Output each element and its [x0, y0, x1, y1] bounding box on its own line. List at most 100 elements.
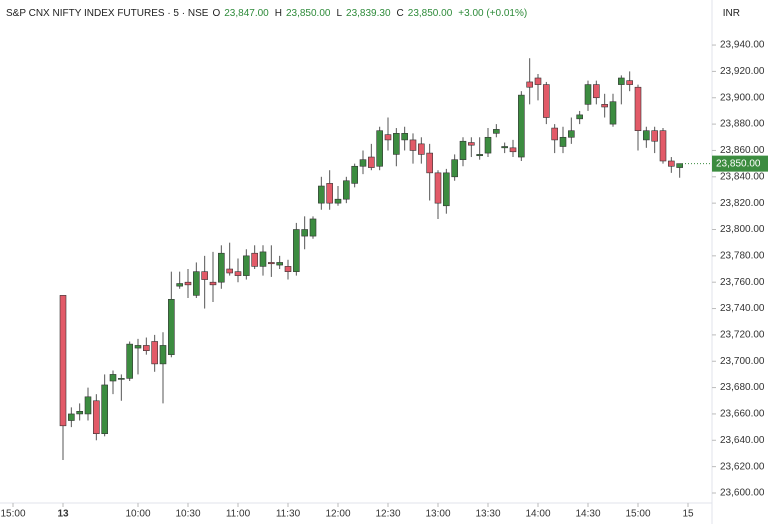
- y-tick-label: 23,600.00: [720, 488, 765, 499]
- x-tick-label: 10:30: [175, 509, 200, 520]
- x-tick-label: 13:30: [475, 509, 500, 520]
- x-tick-label: 14:30: [575, 509, 600, 520]
- y-tick-label: 23,800.00: [720, 224, 765, 235]
- candle-body: [101, 384, 108, 435]
- candle-body: [276, 262, 283, 266]
- candle-body: [368, 156, 375, 168]
- candle-body: [351, 165, 358, 184]
- y-tick-label: 23,660.00: [720, 409, 765, 420]
- candle-body: [376, 130, 383, 167]
- candle-body: [193, 271, 200, 296]
- candle-body: [268, 262, 275, 265]
- x-tick-label: 13:00: [425, 509, 450, 520]
- candle-body: [484, 136, 492, 154]
- candle-body: [159, 345, 167, 365]
- candle-body: [243, 255, 250, 276]
- ohlc-value: 23,850.00: [285, 8, 331, 19]
- candle-body: [359, 159, 367, 167]
- candle-body: [201, 271, 208, 280]
- candle-body: [559, 136, 567, 147]
- candle-body: [659, 130, 667, 162]
- x-tick-label: 15:00: [0, 509, 25, 520]
- candle-body: [401, 133, 408, 141]
- y-tick-label: 23,880.00: [720, 119, 765, 130]
- ohlc-key: C: [396, 8, 404, 19]
- candle-body: [184, 281, 192, 286]
- candle-body: [526, 81, 533, 88]
- candle-body: [326, 183, 333, 204]
- candle-body: [518, 94, 525, 158]
- candle-body: [59, 295, 67, 427]
- candle-body: [393, 133, 400, 155]
- candle-body: [293, 229, 300, 272]
- candle-body: [609, 101, 617, 125]
- candle-body: [426, 152, 433, 174]
- candle-body: [651, 130, 658, 142]
- symbol-title: S&P CNX NIFTY INDEX FUTURES · 5 · NSE: [6, 8, 209, 19]
- candle-body: [118, 378, 125, 380]
- candle-body: [334, 198, 342, 204]
- candle-body: [218, 252, 225, 283]
- currency[interactable]: INR: [722, 8, 740, 19]
- candle-body: [343, 180, 350, 200]
- candle-body: [176, 283, 183, 287]
- candle-body: [284, 266, 292, 272]
- change: +3.00 (+0.01%): [458, 8, 528, 19]
- x-tick-label: 14:00: [525, 509, 550, 520]
- candle-body: [384, 134, 392, 141]
- y-tick-label: 23,860.00: [720, 145, 765, 156]
- candle-body: [318, 185, 325, 204]
- candle-body: [643, 130, 650, 141]
- candle-body: [551, 127, 558, 141]
- y-tick-label: 23,900.00: [720, 92, 765, 103]
- x-tick-label: 15:00: [625, 509, 650, 520]
- x-tick-label: 13: [57, 509, 69, 520]
- candle-body: [209, 281, 217, 286]
- candle-body: [76, 411, 83, 415]
- candle-body: [68, 413, 75, 421]
- candle-body: [676, 163, 683, 168]
- candle-body: [301, 229, 308, 237]
- y-tick-label: 23,680.00: [720, 382, 765, 393]
- candle-body: [618, 77, 625, 85]
- y-tick-label: 23,740.00: [720, 303, 765, 314]
- candle-body: [143, 345, 150, 352]
- ohlc-value: 23,850.00: [407, 8, 453, 19]
- x-tick-label: 10:00: [125, 509, 150, 520]
- y-tick-label: 23,640.00: [720, 435, 765, 446]
- candle-body: [459, 140, 467, 160]
- candle-body: [501, 146, 508, 149]
- y-tick-label: 23,940.00: [720, 40, 765, 51]
- ohlc-value: 23,839.30: [346, 8, 391, 19]
- y-tick-label: 23,840.00: [720, 171, 765, 182]
- ohlc-value: 23,847.00: [224, 8, 269, 19]
- x-tick-label: 11:00: [226, 509, 251, 520]
- candle-body: [593, 84, 600, 99]
- last-price-box: [712, 155, 768, 172]
- candle-body: [576, 114, 583, 120]
- candle-body: [443, 172, 450, 207]
- y-tick-label: 23,920.00: [720, 66, 765, 77]
- ohlc-key: L: [336, 8, 343, 19]
- candle-body: [476, 154, 483, 157]
- candle-body: [409, 139, 417, 151]
- candle-body: [509, 147, 517, 153]
- candle-body: [418, 143, 425, 155]
- y-tick-label: 23,720.00: [720, 330, 765, 341]
- candle-body: [226, 268, 233, 274]
- candle-body: [468, 142, 475, 146]
- candle-body: [568, 130, 575, 138]
- candle-body: [259, 251, 267, 267]
- candle-body: [126, 343, 133, 379]
- x-tick-label: 12:00: [325, 509, 350, 520]
- candle-body: [534, 77, 542, 85]
- ohlc-key: O: [212, 8, 221, 19]
- candle-body: [584, 84, 592, 105]
- candle-body: [109, 374, 117, 382]
- y-tick-label: 23,760.00: [720, 277, 765, 288]
- candle-body: [668, 160, 675, 167]
- candle-body: [251, 252, 258, 267]
